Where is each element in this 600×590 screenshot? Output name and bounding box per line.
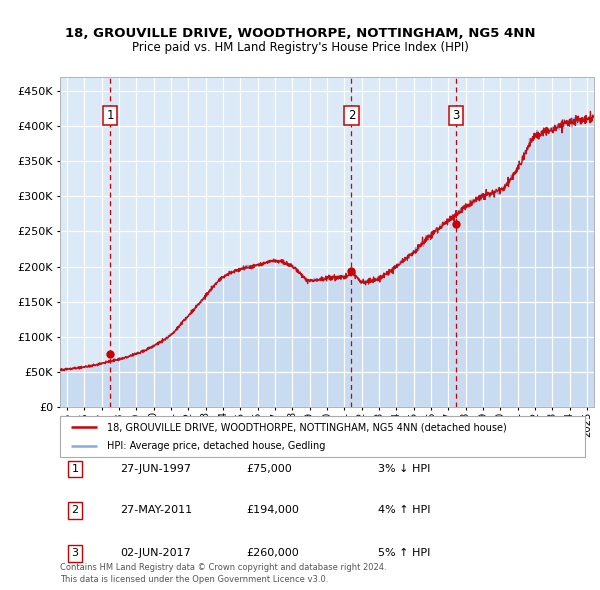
Text: Contains HM Land Registry data © Crown copyright and database right 2024.
This d: Contains HM Land Registry data © Crown c… (60, 563, 386, 584)
Text: 27-JUN-1997: 27-JUN-1997 (120, 464, 191, 474)
Text: £260,000: £260,000 (246, 549, 299, 558)
Text: 2: 2 (71, 506, 79, 515)
Text: 5% ↑ HPI: 5% ↑ HPI (378, 549, 430, 558)
Text: 18, GROUVILLE DRIVE, WOODTHORPE, NOTTINGHAM, NG5 4NN (detached house): 18, GROUVILLE DRIVE, WOODTHORPE, NOTTING… (107, 422, 507, 432)
Text: 3: 3 (452, 109, 460, 122)
Text: 4% ↑ HPI: 4% ↑ HPI (378, 506, 431, 515)
Text: HPI: Average price, detached house, Gedling: HPI: Average price, detached house, Gedl… (107, 441, 326, 451)
Text: 27-MAY-2011: 27-MAY-2011 (120, 506, 192, 515)
Text: £75,000: £75,000 (246, 464, 292, 474)
Text: 1: 1 (71, 464, 79, 474)
Text: 02-JUN-2017: 02-JUN-2017 (120, 549, 191, 558)
Text: 18, GROUVILLE DRIVE, WOODTHORPE, NOTTINGHAM, NG5 4NN: 18, GROUVILLE DRIVE, WOODTHORPE, NOTTING… (65, 27, 535, 40)
FancyBboxPatch shape (60, 416, 585, 457)
Text: 3% ↓ HPI: 3% ↓ HPI (378, 464, 430, 474)
Text: Price paid vs. HM Land Registry's House Price Index (HPI): Price paid vs. HM Land Registry's House … (131, 41, 469, 54)
Text: 3: 3 (71, 549, 79, 558)
Text: 2: 2 (347, 109, 355, 122)
Text: £194,000: £194,000 (246, 506, 299, 515)
Text: 1: 1 (106, 109, 114, 122)
